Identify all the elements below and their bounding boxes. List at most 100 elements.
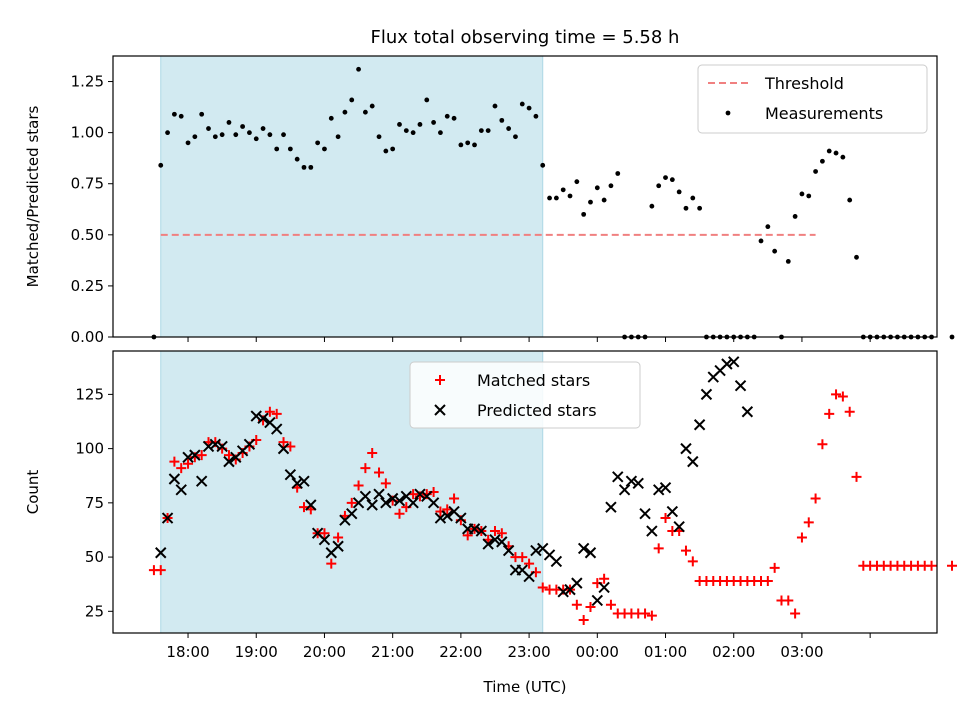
data-point [359,490,372,503]
data-point [161,512,174,524]
data-point [567,193,573,199]
data-point [475,525,488,537]
data-point [332,540,344,552]
y-tick-label: 0.75 [71,175,104,193]
data-point [577,542,590,555]
data-point [758,238,764,244]
data-point [253,136,259,142]
data-point [362,109,368,115]
data-point [380,478,391,489]
data-point [571,577,583,589]
data-point [417,122,423,127]
data-point [294,156,300,162]
data-point [837,391,848,402]
data-point [571,599,582,610]
data-point [346,507,358,520]
data-point [926,560,937,571]
data-point [189,449,201,461]
x-tick-label: 03:00 [780,643,823,661]
data-point [434,512,447,524]
data-point [680,545,691,556]
data-point [513,134,518,140]
data-point [605,599,616,610]
data-point [833,150,839,156]
data-point [403,128,409,133]
x-tick-label: 23:00 [507,643,550,661]
data-point [840,154,846,160]
data-point [683,205,689,211]
data-point [817,439,828,450]
data-point [533,113,539,119]
data-point [168,473,181,485]
data-point [496,536,508,548]
data-point [499,117,505,123]
data-point [605,501,617,513]
legend: Threshold Measurements [697,64,928,134]
data-point [318,534,331,546]
data-point [690,195,696,201]
data-point [386,492,399,505]
data-point [810,493,821,504]
data-point [581,211,587,217]
data-point [803,517,814,528]
data-point [349,97,355,103]
data-point [308,164,314,170]
legend-box [409,361,641,429]
x-tick-label: 21:00 [371,643,414,661]
data-point [796,532,807,543]
data-point [618,484,631,496]
data-point [291,477,303,490]
data-point [424,97,430,103]
data-point [663,175,668,180]
data-point [799,191,805,197]
data-point [427,497,440,509]
data-point [178,113,184,119]
chart-title: Flux total observing time = 5.58 h [371,27,680,48]
y-tick-label: 50 [85,548,104,566]
legend-label: Threshold [764,74,844,93]
data-point [195,475,208,487]
data-point [444,113,450,119]
series-predicted-stars [155,356,754,607]
data-point [676,189,682,195]
data-point [328,115,334,121]
data-point [574,179,580,185]
data-point [369,103,375,109]
data-point [367,447,378,458]
y-tick-label: 0.25 [71,277,104,295]
data-point [451,115,457,121]
data-point [598,581,610,594]
data-point [646,610,657,621]
data-point [278,437,289,448]
data-point [274,146,280,152]
data-point [196,450,207,461]
data-point [209,438,222,450]
data-point [165,130,170,136]
data-point [390,146,396,152]
data-point [462,530,473,541]
y-tick-label: 25 [85,602,104,620]
data-point [155,547,167,559]
data-point [687,556,698,567]
data-point [824,408,835,419]
data-point [219,132,225,138]
data-point [594,185,600,191]
data-point [185,140,191,146]
data-point [383,148,389,154]
legend-handle [435,375,445,385]
data-point [243,438,256,450]
data-point [393,494,406,507]
data-point [588,199,593,205]
data-point [335,134,341,140]
data-point [315,140,321,146]
data-point [171,111,177,117]
data-point [482,538,494,550]
data-point [831,389,842,400]
data-point [441,510,453,522]
x-tick-label: 22:00 [439,643,482,661]
data-point [519,101,525,107]
data-point [560,187,566,193]
data-point [851,471,862,482]
data-point [792,214,798,219]
data-point [813,169,818,174]
